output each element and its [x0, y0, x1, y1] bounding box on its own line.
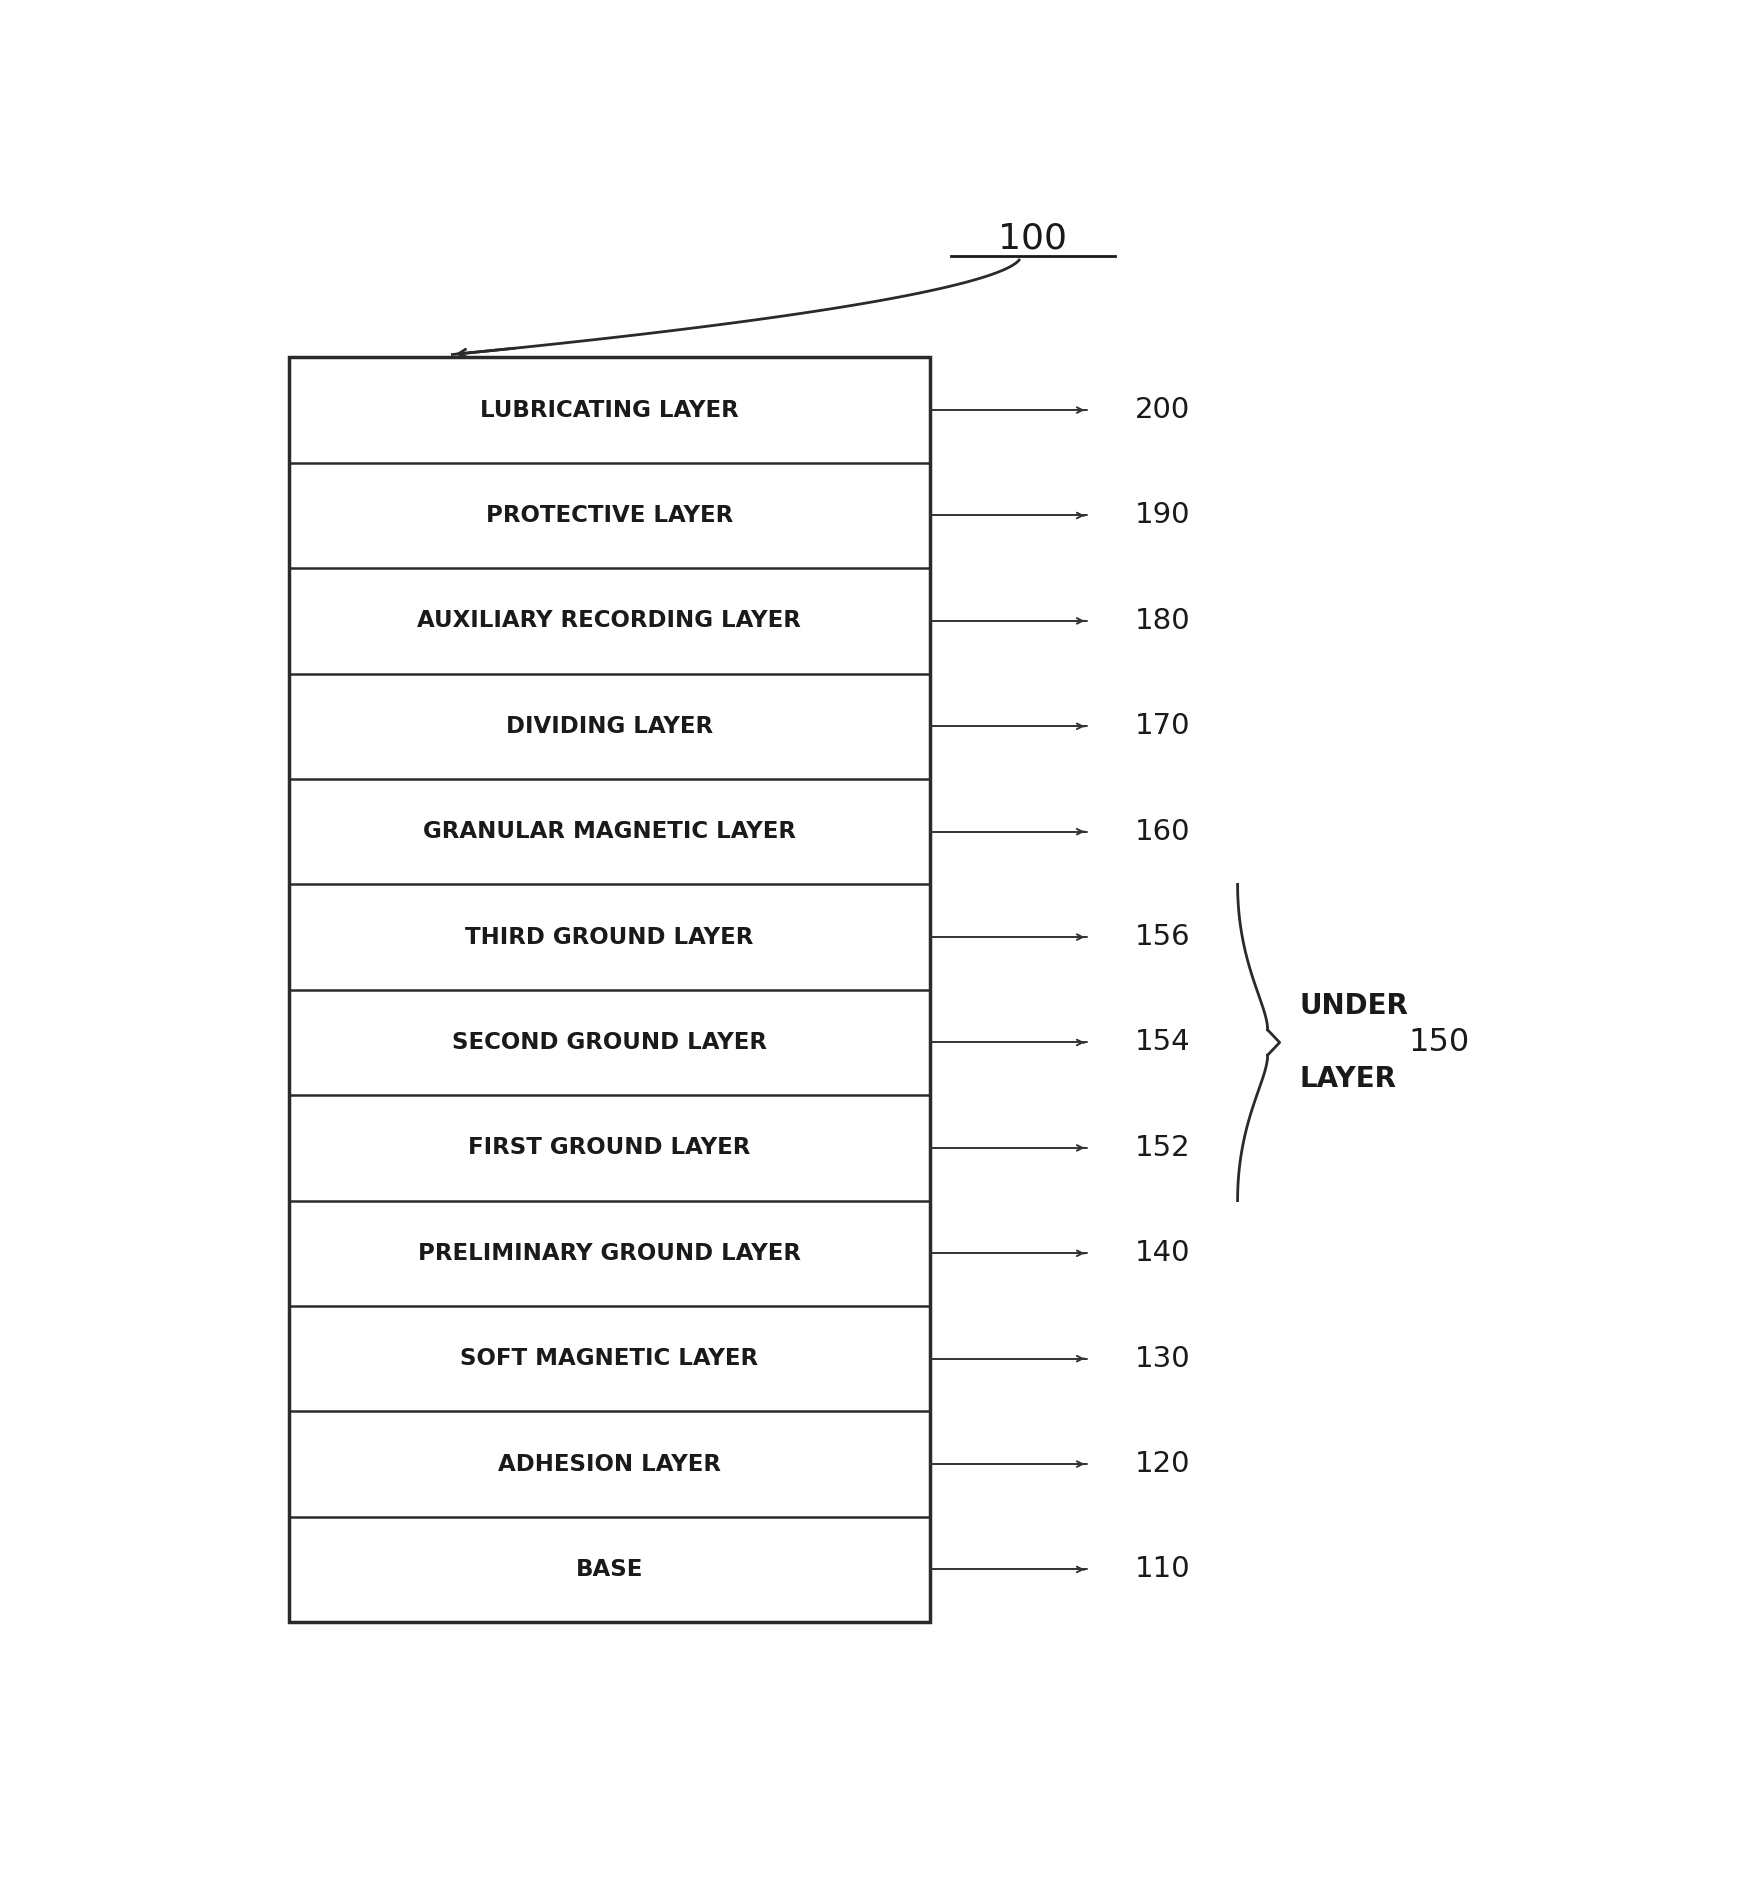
Text: 154: 154	[1135, 1029, 1191, 1057]
Text: 200: 200	[1135, 396, 1191, 425]
Text: THIRD GROUND LAYER: THIRD GROUND LAYER	[465, 925, 754, 948]
Text: 156: 156	[1135, 923, 1191, 952]
Text: PROTECTIVE LAYER: PROTECTIVE LAYER	[486, 504, 733, 527]
Text: FIRST GROUND LAYER: FIRST GROUND LAYER	[469, 1137, 751, 1159]
Text: 152: 152	[1135, 1135, 1191, 1161]
Text: 170: 170	[1135, 712, 1191, 740]
Text: LUBRICATING LAYER: LUBRICATING LAYER	[479, 398, 738, 421]
Text: PRELIMINARY GROUND LAYER: PRELIMINARY GROUND LAYER	[418, 1242, 802, 1265]
Text: LAYER: LAYER	[1299, 1065, 1396, 1093]
Text: 190: 190	[1135, 502, 1191, 529]
Text: GRANULAR MAGNETIC LAYER: GRANULAR MAGNETIC LAYER	[423, 819, 796, 844]
Text: AUXILIARY RECORDING LAYER: AUXILIARY RECORDING LAYER	[418, 610, 802, 632]
Text: BASE: BASE	[576, 1558, 643, 1580]
Text: 180: 180	[1135, 606, 1191, 634]
Text: 130: 130	[1135, 1344, 1191, 1373]
Text: 120: 120	[1135, 1450, 1191, 1478]
Text: ADHESION LAYER: ADHESION LAYER	[499, 1452, 721, 1476]
Text: 150: 150	[1408, 1027, 1470, 1057]
Text: SOFT MAGNETIC LAYER: SOFT MAGNETIC LAYER	[460, 1348, 758, 1371]
Text: DIVIDING LAYER: DIVIDING LAYER	[506, 716, 714, 738]
Text: 140: 140	[1135, 1239, 1191, 1267]
Text: 110: 110	[1135, 1556, 1191, 1584]
Text: 100: 100	[999, 221, 1068, 255]
Text: UNDER: UNDER	[1299, 991, 1408, 1020]
Text: 160: 160	[1135, 818, 1191, 846]
Text: SECOND GROUND LAYER: SECOND GROUND LAYER	[451, 1031, 766, 1054]
Bar	[289, 357, 930, 1622]
